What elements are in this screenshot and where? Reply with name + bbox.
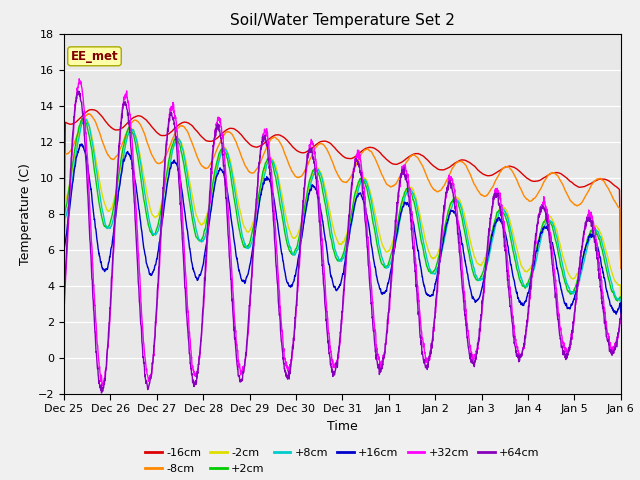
+16cm — [292, 266, 300, 272]
-2cm — [617, 309, 625, 315]
Title: Soil/Water Temperature Set 2: Soil/Water Temperature Set 2 — [230, 13, 455, 28]
-2cm — [292, 234, 300, 240]
+32cm — [469, 355, 477, 361]
+8cm — [292, 249, 300, 254]
+2cm — [292, 246, 300, 252]
+2cm — [469, 269, 477, 275]
+64cm — [60, 328, 68, 334]
Line: +64cm: +64cm — [64, 91, 621, 393]
+64cm — [299, 206, 307, 212]
+2cm — [577, 264, 585, 270]
-16cm — [60, 229, 68, 235]
Y-axis label: Temperature (C): Temperature (C) — [19, 163, 32, 264]
+8cm — [617, 316, 625, 322]
-8cm — [60, 253, 68, 259]
+32cm — [299, 213, 307, 218]
-16cm — [617, 265, 625, 271]
+2cm — [617, 314, 625, 320]
-2cm — [284, 222, 292, 228]
-8cm — [469, 179, 477, 184]
+8cm — [298, 228, 306, 233]
-8cm — [577, 201, 585, 206]
-2cm — [60, 277, 68, 283]
+64cm — [577, 249, 585, 255]
Line: +2cm: +2cm — [64, 118, 621, 317]
-8cm — [84, 111, 92, 117]
Legend: -16cm, -8cm, -2cm, +2cm, +8cm, +16cm, +32cm, +64cm: -16cm, -8cm, -2cm, +2cm, +8cm, +16cm, +3… — [141, 444, 544, 478]
Line: +8cm: +8cm — [64, 120, 621, 319]
Line: -16cm: -16cm — [64, 109, 621, 268]
+32cm — [76, 76, 83, 82]
+2cm — [84, 126, 92, 132]
-16cm — [469, 162, 477, 168]
+16cm — [469, 295, 477, 301]
Line: +32cm: +32cm — [64, 79, 621, 386]
Line: -8cm: -8cm — [64, 114, 621, 268]
-2cm — [82, 116, 90, 121]
+8cm — [81, 117, 88, 122]
-2cm — [298, 216, 306, 221]
+16cm — [78, 141, 86, 147]
-2cm — [84, 118, 92, 124]
+32cm — [60, 330, 68, 336]
Text: EE_met: EE_met — [70, 50, 118, 63]
+32cm — [292, 302, 300, 308]
-8cm — [292, 174, 300, 180]
+64cm — [617, 311, 625, 316]
+16cm — [298, 230, 306, 236]
-16cm — [84, 108, 92, 114]
-2cm — [469, 248, 477, 253]
X-axis label: Time: Time — [327, 420, 358, 432]
+16cm — [84, 161, 92, 167]
+32cm — [84, 157, 92, 163]
+16cm — [284, 280, 292, 286]
+2cm — [80, 115, 88, 121]
-16cm — [284, 138, 292, 144]
-8cm — [84, 111, 92, 117]
+8cm — [84, 120, 92, 126]
+32cm — [284, 368, 292, 373]
+8cm — [577, 271, 585, 277]
+16cm — [577, 266, 585, 272]
-16cm — [88, 107, 95, 112]
+64cm — [84, 188, 92, 194]
-8cm — [298, 172, 306, 178]
+64cm — [74, 88, 82, 94]
+64cm — [292, 297, 300, 303]
-2cm — [577, 260, 585, 266]
+2cm — [298, 216, 306, 222]
+64cm — [284, 374, 292, 380]
+32cm — [617, 314, 625, 320]
+8cm — [60, 286, 68, 292]
+2cm — [60, 284, 68, 289]
+32cm — [577, 253, 585, 259]
+8cm — [469, 262, 477, 267]
+8cm — [284, 235, 292, 240]
+16cm — [617, 312, 625, 318]
+64cm — [98, 390, 106, 396]
+16cm — [60, 300, 68, 306]
+32cm — [99, 383, 106, 389]
Line: +16cm: +16cm — [64, 144, 621, 315]
-8cm — [284, 158, 292, 164]
-16cm — [577, 184, 585, 190]
+64cm — [469, 360, 477, 366]
-16cm — [292, 147, 300, 153]
-8cm — [617, 265, 625, 271]
-16cm — [298, 150, 306, 156]
Line: -2cm: -2cm — [64, 119, 621, 312]
+2cm — [284, 243, 292, 249]
